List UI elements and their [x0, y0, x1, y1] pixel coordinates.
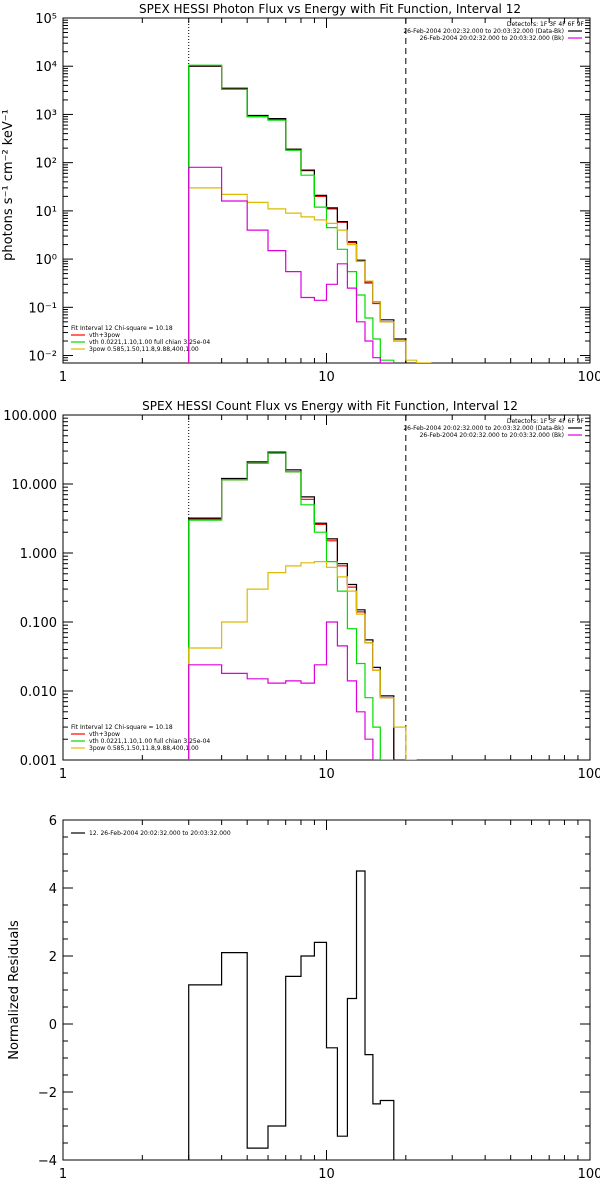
legend-right-entry: 26-Feb-2004 20:02:32.000 to 20:03:32.000… — [420, 432, 564, 439]
x-tick-label: 100 — [578, 370, 600, 385]
x-tick-label: 1 — [59, 1167, 67, 1182]
legend-right-entry: 26-Feb-2004 20:02:32.000 to 20:03:32.000… — [420, 35, 564, 42]
legend-right-entry: 26-Feb-2004 20:02:32.000 to 20:03:32.000… — [403, 28, 564, 35]
y-tick-label: 0.010 — [20, 685, 57, 700]
y-tick-label: 10³ — [35, 108, 57, 123]
series-line — [188, 870, 395, 1160]
legend-left-entry: vth+3pow — [89, 332, 120, 339]
x-tick-label: 10 — [318, 767, 335, 782]
y-tick-label: 10⁴ — [35, 60, 57, 75]
legend-right-entry: Detectors: 1F 3F 4F 6F 9F — [507, 21, 585, 28]
photon-flux-chart: SPEX HESSI Photon Flux vs Energy with Fi… — [1, 2, 600, 385]
legend-left-entry: 3pow 0.585,1.50,11.8,9.88,400,1.00 — [89, 346, 199, 353]
y-tick-label: 10² — [35, 157, 57, 172]
x-tick-label: 10 — [318, 370, 335, 385]
series-line — [188, 64, 395, 363]
legend-entry: 12. 26-Feb-2004 20:02:32.000 to 20:03:32… — [89, 830, 231, 837]
legend-left-entry: vth+3pow — [89, 731, 120, 738]
y-tick-label: 10¹ — [35, 205, 57, 220]
x-tick-label: 1 — [59, 370, 67, 385]
y-tick-label: −4 — [38, 1154, 57, 1169]
y-tick-label: 100.000 — [3, 409, 57, 424]
y-tick-label: 0.001 — [20, 754, 57, 769]
y-tick-label: 0.100 — [20, 616, 57, 631]
chart-title: SPEX HESSI Photon Flux vs Energy with Fi… — [139, 2, 521, 16]
legend-left-entry: Fit Interval 12 Chi-square = 10.18 — [71, 325, 173, 332]
y-tick-label: 1.000 — [20, 547, 57, 562]
legend-left-entry: vth 0.0221,1.10,1.00 full chian 3.25e-04 — [89, 339, 210, 346]
chart-title: SPEX HESSI Count Flux vs Energy with Fit… — [142, 399, 518, 413]
y-tick-label: 6 — [49, 814, 57, 829]
y-tick-label: 10⁻² — [28, 350, 57, 365]
count-flux-chart: SPEX HESSI Count Flux vs Energy with Fit… — [3, 399, 600, 782]
legend-right-entry: 26-Feb-2004 20:02:32.000 to 20:03:32.000… — [403, 425, 564, 432]
x-tick-label: 100 — [578, 767, 600, 782]
residuals-chart: Normalized Residuals 1 10 100 −4 −2 0 2 4 6 12. 2… — [7, 814, 600, 1182]
plot-frame — [62, 17, 591, 364]
legend-left-entry: vth 0.0221,1.10,1.00 full chian 3.25e-04 — [89, 738, 210, 745]
y-tick-label: 10⁵ — [35, 12, 57, 27]
series-line — [188, 621, 381, 760]
legend-left-entry: Fit Interval 12 Chi-square = 10.18 — [71, 724, 173, 731]
y-tick-label: 2 — [49, 950, 57, 965]
series-line — [188, 452, 394, 760]
x-tick-label: 1 — [59, 767, 67, 782]
y-tick-label: −2 — [38, 1086, 57, 1101]
series-line — [188, 561, 417, 760]
y-tick-label: 4 — [49, 882, 57, 897]
y-tick-label: 10⁰ — [35, 253, 57, 268]
series-line — [188, 187, 432, 363]
series-line — [188, 451, 395, 760]
y-tick-label: 10.000 — [12, 478, 58, 493]
y-tick-label: 10⁻¹ — [28, 301, 57, 316]
y-axis-label: photons s⁻¹ cm⁻² keV⁻¹ — [1, 109, 16, 261]
legend-right-entry: Detectors: 1F 3F 4F 6F 9F — [507, 418, 585, 425]
series-line — [188, 166, 394, 363]
legend-left-entry: 3pow 0.585,1.50,11.8,9.88,400,1.00 — [89, 745, 199, 752]
x-tick-label: 10 — [318, 1167, 335, 1182]
x-tick-label: 100 — [578, 1167, 600, 1182]
y-axis-label: Normalized Residuals — [7, 920, 22, 1060]
plot-frame — [62, 414, 591, 761]
series-line — [188, 452, 395, 760]
y-tick-label: 0 — [49, 1018, 57, 1033]
